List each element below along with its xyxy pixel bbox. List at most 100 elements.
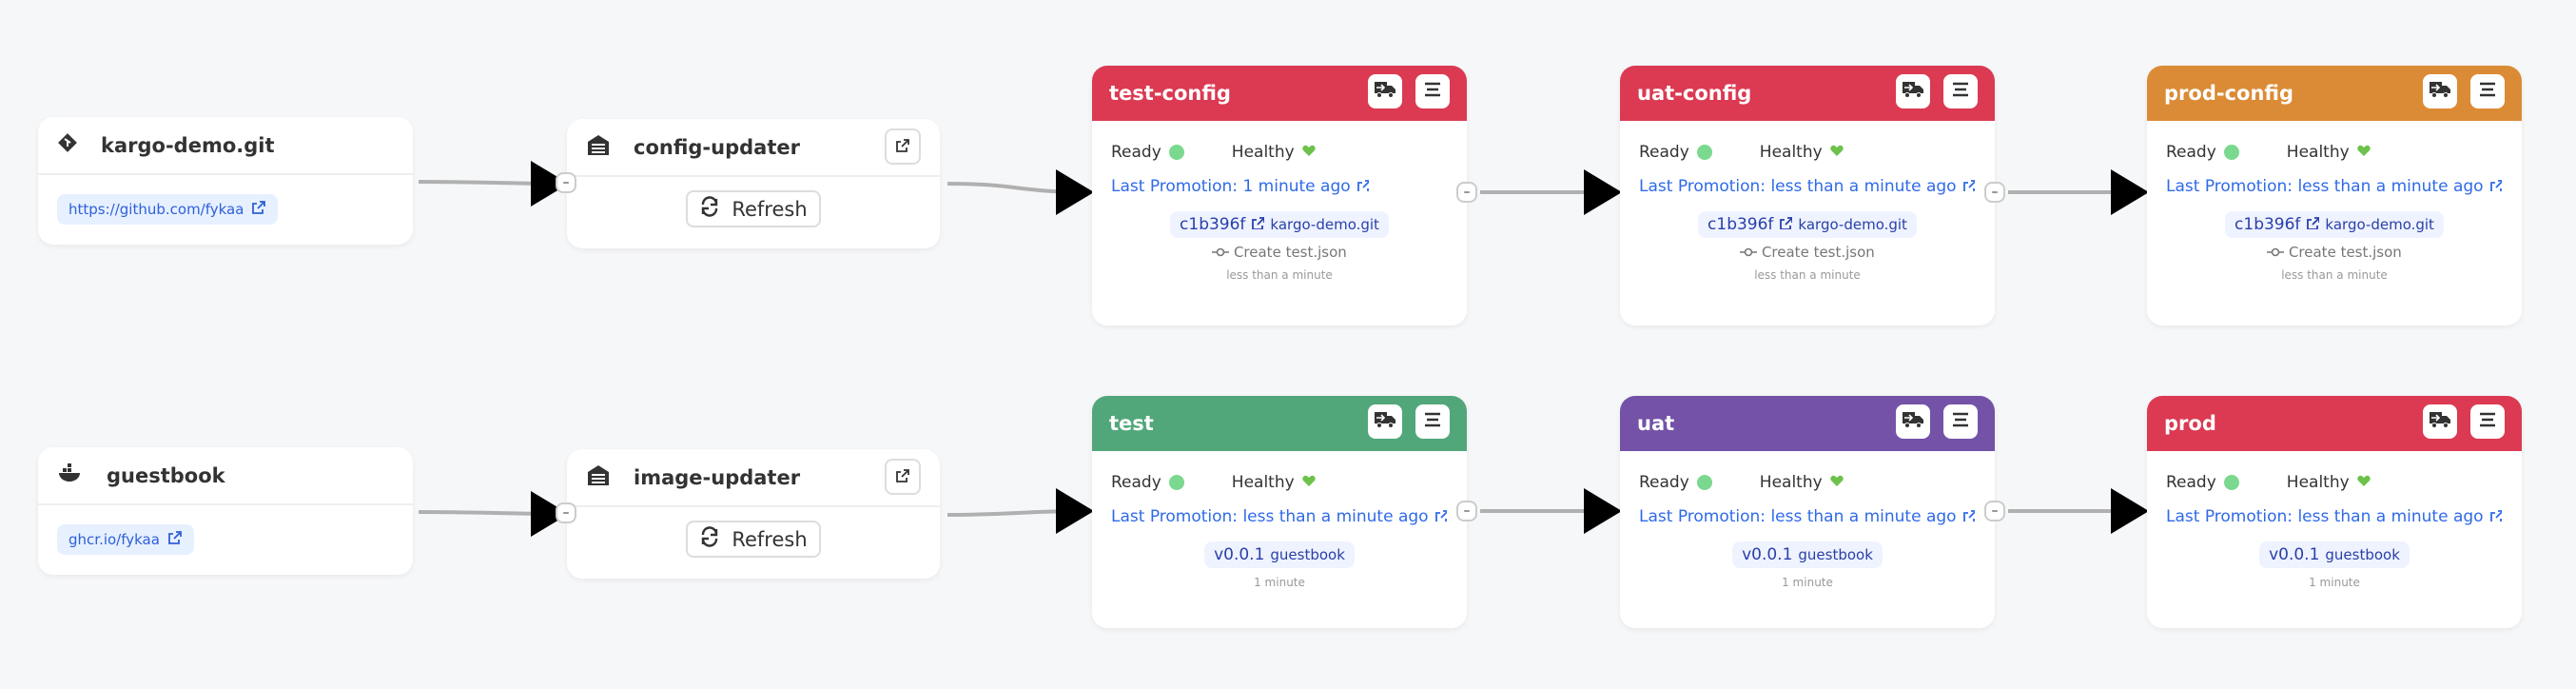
last-promotion-link[interactable]: Last Promotion: less than a minute ago: [1639, 177, 1995, 196]
ready-label: Ready: [1639, 473, 1689, 492]
freight-chip[interactable]: c1b396f kargo-demo.git: [1170, 211, 1389, 238]
freight-chip[interactable]: c1b396f kargo-demo.git: [2225, 211, 2444, 238]
healthy-label: Healthy: [1759, 473, 1823, 492]
open-warehouse-button[interactable]: [885, 128, 921, 165]
source-card: kargo-demo.git https://github.com/fykaa: [38, 117, 413, 245]
stage-card-uat[interactable]: uat Ready Healthy Last Promotion: less t…: [1620, 396, 1995, 628]
external-link-icon: [167, 530, 183, 549]
stage-card-uat-config[interactable]: uat-config Ready Healthy Last Promotion:…: [1620, 66, 1995, 325]
stage-name: prod-config: [2164, 82, 2293, 105]
menu-icon: [2478, 80, 2497, 103]
warehouse-name: config-updater: [634, 135, 800, 159]
source-url-link[interactable]: ghcr.io/fykaa: [57, 524, 194, 555]
heart-icon: [1301, 473, 1316, 492]
refresh-button[interactable]: Refresh: [686, 190, 821, 227]
collapse-handle[interactable]: –: [556, 502, 576, 523]
truck-icon: [2429, 80, 2451, 104]
heart-icon: [2356, 143, 2371, 162]
stage-card-prod[interactable]: prod Ready Healthy Last Promotion: less …: [2147, 396, 2522, 628]
last-promotion-link[interactable]: Last Promotion: less than a minute ago: [1639, 507, 1995, 526]
warehouse-card: image-updater Refresh: [567, 449, 940, 579]
external-link-icon: [1962, 177, 1977, 196]
stage-name: uat: [1637, 412, 1675, 435]
promote-button[interactable]: [1368, 74, 1402, 108]
ready-indicator-icon: [1696, 145, 1712, 160]
ready-label: Ready: [2166, 143, 2216, 162]
freight-chip[interactable]: v0.0.1 guestbook: [1732, 541, 1883, 568]
truck-icon: [1374, 410, 1396, 434]
source-url-link[interactable]: https://github.com/fykaa: [57, 194, 279, 225]
promote-button[interactable]: [1896, 404, 1930, 439]
stage-card-test-config[interactable]: test-config Ready Healthy Last Promotion…: [1092, 66, 1467, 325]
truck-icon: [2429, 410, 2451, 434]
freight-age: 1 minute: [1782, 576, 1833, 589]
warehouse-icon: [586, 132, 611, 162]
heart-icon: [1301, 143, 1316, 162]
commit-message: Create test.json: [2147, 244, 2522, 261]
menu-icon: [1951, 410, 1970, 433]
last-promotion-link[interactable]: Last Promotion: less than a minute ago: [1111, 507, 1467, 526]
healthy-label: Healthy: [1231, 143, 1295, 162]
healthy-label: Healthy: [1759, 143, 1823, 162]
freight-chip[interactable]: c1b396f kargo-demo.git: [1698, 211, 1917, 238]
freight-age: less than a minute: [2281, 268, 2388, 282]
ready-indicator-icon: [2223, 145, 2239, 160]
refresh-button[interactable]: Refresh: [686, 521, 821, 558]
menu-icon: [1951, 80, 1970, 103]
stage-card-test[interactable]: test Ready Healthy Last Promotion: less …: [1092, 396, 1467, 628]
collapse-handle[interactable]: –: [1456, 182, 1477, 203]
ready-indicator-icon: [1168, 475, 1184, 490]
collapse-handle[interactable]: –: [1456, 501, 1477, 522]
last-promotion-link[interactable]: Last Promotion: less than a minute ago: [2166, 177, 2522, 196]
external-link-icon: [2489, 177, 2504, 196]
stage-menu-button[interactable]: [2470, 74, 2505, 108]
external-link-icon: [2306, 215, 2321, 234]
truck-icon: [1902, 410, 1924, 434]
ready-label: Ready: [1111, 473, 1161, 492]
commit-icon: [1740, 244, 1758, 261]
stage-card-prod-config[interactable]: prod-config Ready Healthy Last Promotion…: [2147, 66, 2522, 325]
ready-indicator-icon: [1696, 475, 1712, 490]
external-link-icon: [251, 200, 266, 219]
stage-menu-button[interactable]: [1415, 74, 1450, 108]
freight-chip[interactable]: v0.0.1 guestbook: [2259, 541, 2410, 568]
heart-icon: [1829, 473, 1844, 492]
source-name: guestbook: [107, 463, 225, 487]
stage-name: prod: [2164, 412, 2216, 435]
external-link-icon: [1434, 507, 1449, 526]
promote-button[interactable]: [1896, 74, 1930, 108]
heart-icon: [2356, 473, 2371, 492]
open-warehouse-button[interactable]: [885, 459, 921, 495]
stage-name: test-config: [1109, 82, 1231, 105]
stage-menu-button[interactable]: [1415, 404, 1450, 439]
edge: [418, 490, 569, 537]
stage-menu-button[interactable]: [2470, 404, 2505, 439]
truck-icon: [1374, 80, 1396, 104]
promote-button[interactable]: [2423, 74, 2457, 108]
ready-indicator-icon: [2223, 475, 2239, 490]
collapse-handle[interactable]: –: [1984, 182, 2005, 203]
source-card: guestbook ghcr.io/fykaa: [38, 447, 413, 575]
warehouse-icon: [586, 463, 611, 492]
external-link-icon: [1251, 215, 1266, 234]
external-link-icon: [2489, 507, 2504, 526]
freight-age: less than a minute: [1226, 268, 1333, 282]
promote-button[interactable]: [2423, 404, 2457, 439]
stage-menu-button[interactable]: [1943, 74, 1978, 108]
last-promotion-link[interactable]: Last Promotion: less than a minute ago: [2166, 507, 2522, 526]
freight-age: 1 minute: [2309, 576, 2360, 589]
warehouse-card: config-updater Refresh: [567, 119, 940, 248]
external-link-icon: [895, 465, 910, 488]
promote-button[interactable]: [1368, 404, 1402, 439]
external-link-icon: [1356, 177, 1371, 196]
last-promotion-link[interactable]: Last Promotion: 1 minute ago: [1111, 177, 1467, 196]
edge: [946, 168, 1094, 215]
collapse-handle[interactable]: –: [1984, 501, 2005, 522]
stage-menu-button[interactable]: [1943, 404, 1978, 439]
git-icon: [57, 132, 78, 158]
menu-icon: [1423, 80, 1442, 103]
collapse-handle[interactable]: –: [556, 172, 576, 193]
docker-icon: [57, 463, 84, 488]
freight-chip[interactable]: v0.0.1 guestbook: [1204, 541, 1355, 568]
